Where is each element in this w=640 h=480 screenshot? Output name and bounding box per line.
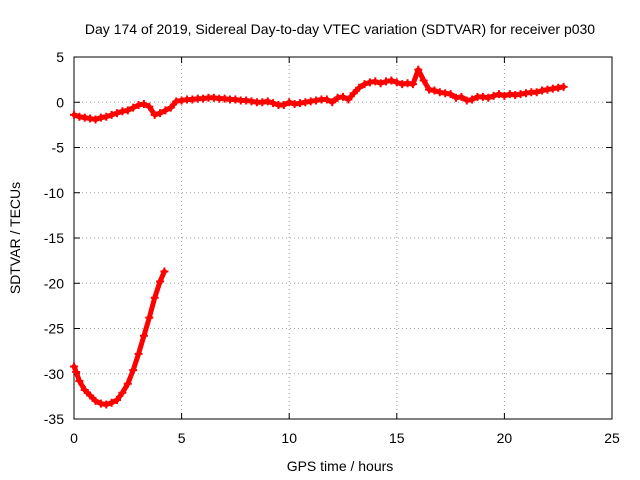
- y-tick-label: -5: [52, 140, 65, 156]
- data-point: [118, 388, 127, 397]
- data-point: [161, 106, 170, 115]
- data-point: [446, 90, 455, 99]
- data-point: [150, 110, 159, 119]
- x-tick-label: 20: [497, 430, 513, 446]
- data-point: [139, 331, 148, 340]
- data-point: [91, 115, 100, 124]
- data-point: [344, 95, 353, 104]
- data-point: [489, 91, 498, 100]
- data-point: [269, 99, 278, 108]
- data-point: [500, 91, 509, 100]
- data-point: [91, 396, 100, 405]
- y-tick-label: -20: [44, 275, 64, 291]
- data-point: [376, 79, 385, 88]
- data-point: [360, 80, 369, 89]
- data-point: [457, 92, 466, 101]
- data-point: [102, 400, 111, 409]
- data-point: [328, 98, 337, 107]
- axis-ticks: [73, 56, 613, 420]
- data-point: [145, 102, 154, 111]
- data-point: [419, 76, 428, 85]
- data-point: [387, 76, 396, 85]
- y-tick-label: -25: [44, 321, 64, 337]
- data-point: [339, 92, 347, 101]
- data-point: [408, 80, 417, 89]
- y-tick-label: 5: [56, 49, 64, 65]
- data-point: [532, 88, 541, 97]
- data-point: [75, 376, 84, 385]
- data-point: [145, 313, 154, 322]
- data-point: [129, 103, 138, 112]
- data-point: [123, 106, 132, 115]
- series-trace: [71, 67, 567, 122]
- series-trace: [71, 268, 167, 408]
- y-tick-label: -35: [44, 411, 64, 427]
- x-tick-label: 5: [178, 430, 186, 446]
- data-point: [134, 349, 143, 358]
- data-point: [166, 103, 175, 112]
- y-tick-label: -30: [44, 366, 64, 382]
- x-tick-label: 15: [389, 430, 405, 446]
- x-tick-label: 10: [281, 430, 297, 446]
- data-point: [102, 112, 111, 121]
- data-point: [495, 90, 504, 99]
- data-point: [263, 97, 272, 106]
- data-point: [70, 362, 78, 371]
- data-point: [70, 110, 78, 119]
- y-tick-label: -10: [44, 185, 64, 201]
- x-axis-label: GPS time / hours: [287, 458, 394, 474]
- data-point: [107, 398, 116, 407]
- series-sdtvar-early-segment: [70, 267, 169, 409]
- data-point: [113, 109, 122, 118]
- data-point: [107, 110, 116, 119]
- data-point: [129, 366, 138, 375]
- data-point: [355, 83, 364, 92]
- data-point: [414, 65, 423, 74]
- y-axis-label: SDTVAR / TECUs: [7, 182, 23, 294]
- data-point: [484, 93, 493, 102]
- data-point: [156, 277, 165, 286]
- data-point: [150, 293, 159, 302]
- y-tick-label: -15: [44, 230, 64, 246]
- grid-lines: [74, 57, 612, 419]
- data-point: [123, 379, 132, 388]
- data-point: [559, 82, 568, 91]
- series-sdtvar-main: [70, 65, 568, 124]
- data-point: [113, 395, 122, 404]
- data-series: [70, 65, 568, 409]
- y-axis-tick-labels: 5 0 -5 -10 -15 -20 -25 -30 -35: [44, 49, 64, 427]
- x-tick-label: 25: [604, 430, 620, 446]
- data-point: [86, 391, 95, 400]
- data-point: [392, 78, 401, 87]
- data-point: [160, 267, 169, 276]
- x-axis-tick-labels: 0 5 10 15 20 25: [70, 430, 620, 446]
- chart-title: Day 174 of 2019, Sidereal Day-to-day VTE…: [85, 21, 595, 37]
- data-point: [322, 95, 331, 104]
- data-point: [139, 100, 148, 109]
- x-tick-label: 0: [70, 430, 78, 446]
- data-point: [349, 89, 358, 98]
- data-point: [430, 86, 439, 95]
- data-point: [72, 367, 81, 376]
- data-point: [285, 98, 294, 107]
- data-point: [156, 109, 165, 118]
- y-tick-label: 0: [56, 94, 64, 110]
- data-point: [80, 386, 89, 395]
- data-point: [279, 100, 288, 109]
- data-point: [371, 77, 380, 86]
- data-point: [468, 95, 477, 104]
